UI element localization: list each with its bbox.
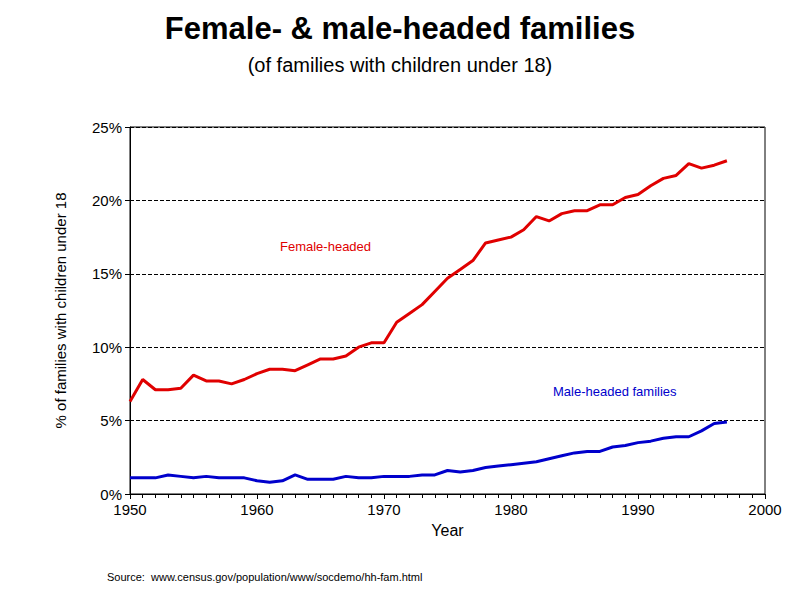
svg-text:Female-headed: Female-headed <box>280 239 371 254</box>
svg-text:20%: 20% <box>92 192 122 209</box>
svg-text:2000: 2000 <box>748 501 781 518</box>
svg-text:5%: 5% <box>100 412 122 429</box>
svg-text:10%: 10% <box>92 339 122 356</box>
svg-text:1980: 1980 <box>494 501 527 518</box>
svg-text:1950: 1950 <box>113 501 146 518</box>
svg-text:Year: Year <box>431 522 464 539</box>
svg-text:0%: 0% <box>100 486 122 503</box>
svg-text:1970: 1970 <box>367 501 400 518</box>
svg-text:25%: 25% <box>92 119 122 136</box>
svg-text:(of families with children und: (of families with children under 18) <box>248 54 553 76</box>
svg-text:1990: 1990 <box>621 501 654 518</box>
svg-text:15%: 15% <box>92 265 122 282</box>
svg-text:Female- & male-headed families: Female- & male-headed families <box>165 11 635 46</box>
svg-text:Male-headed families: Male-headed families <box>553 384 677 399</box>
svg-text:% of families with children un: % of families with children under 18 <box>52 193 69 429</box>
svg-text:1960: 1960 <box>240 501 273 518</box>
svg-text:Source: www.census.gov/popula: Source: www.census.gov/population/www/so… <box>107 571 422 583</box>
